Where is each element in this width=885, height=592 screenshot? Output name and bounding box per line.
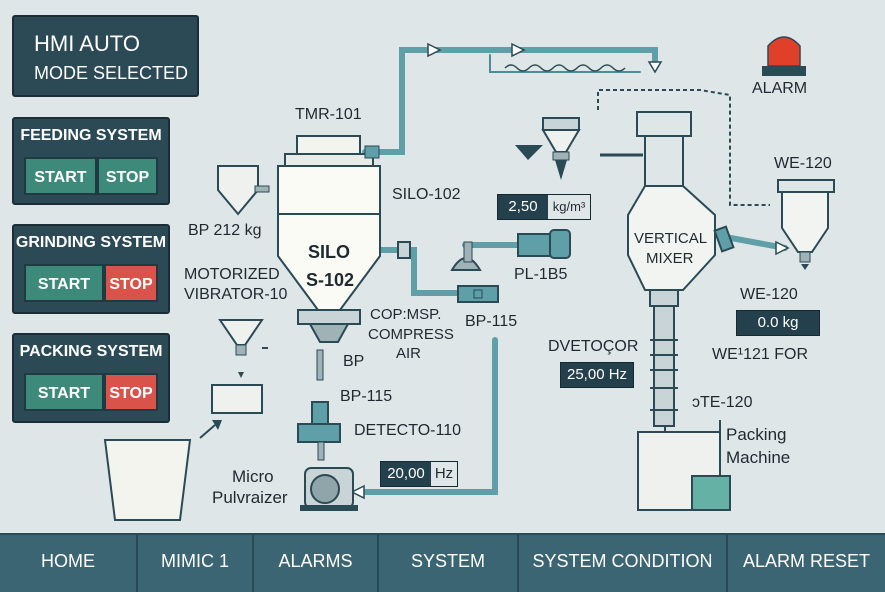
pipe-top [362, 47, 658, 155]
grinding-system-title: GRINDING SYSTEM [15, 234, 167, 251]
bp212-label: BP 212 kg [188, 222, 262, 239]
packing-start-button[interactable]: START [24, 373, 104, 411]
density-readout: 2,50 kg/m³ [497, 194, 591, 220]
nav-system[interactable]: SYSTEM [379, 535, 519, 592]
nav-alarm-reset[interactable]: ALARM RESET [742, 551, 871, 571]
silo102-label: SILO-102 [392, 186, 461, 203]
te120-label: ͻTE-120 [692, 394, 753, 411]
micro-pulverizer-line2: Pulvraizer [212, 488, 288, 507]
vertical-mixer-line1: VERTICAL [634, 230, 708, 247]
nav-system-condition[interactable]: SYSTEM CONDITION [519, 535, 728, 592]
compress-air-line2: COMPRESS [368, 326, 454, 343]
density-value: 2,50 [508, 198, 538, 215]
beacon-icon[interactable] [760, 28, 808, 78]
grinding-stop-button[interactable]: STOP [104, 264, 158, 302]
detecto-label: DETECTO-110 [354, 422, 461, 439]
bp115-right-label: BP-115 [465, 313, 518, 330]
feeding-start-button[interactable]: START [24, 157, 97, 195]
dvetocor-label: DVETOÇOR [548, 338, 639, 355]
pipe-wave [489, 54, 641, 73]
packing-system-title: PACKING SYSTEM [19, 343, 163, 360]
dvetocor-readout: 25,00 Hz [560, 362, 635, 388]
packing-stop-button[interactable]: STOP [104, 373, 158, 411]
bp-label: BP [343, 353, 365, 370]
mode-banner-line1: HMI AUTO [34, 31, 140, 56]
silo-title-line2: S-102 [306, 270, 355, 290]
density-unit: kg/m³ [548, 195, 590, 219]
nav-mimic-1[interactable]: MIMIC 1 [138, 535, 254, 592]
mode-banner: HMI AUTO MODE SELECTED [12, 15, 199, 97]
pulverizer-value: 20,00 [387, 465, 425, 482]
pulverizer-readout: 20,00 Hz [380, 461, 458, 487]
pl1b5-label: PL-1B5 [514, 266, 568, 283]
pipe-silo-out [378, 247, 463, 296]
micro-pulverizer-line1: Micro [232, 467, 274, 486]
compress-air-line1: COP:MSP. [370, 306, 442, 323]
silo-title-line1: SILO [308, 242, 351, 262]
grinding-system-panel: GRINDING SYSTEM START STOP [12, 224, 170, 314]
mode-banner-line2: MODE SELECTED [34, 63, 189, 83]
pulverizer-unit: Hz [431, 462, 457, 486]
vertical-mixer-line2: MIXER [646, 250, 694, 267]
packing-machine-line1: Packing [726, 425, 787, 444]
we121-label: WE¹121 FOR [712, 346, 809, 363]
signal-line [597, 89, 770, 206]
tmr-label: TMR-101 [295, 106, 362, 123]
compress-air-line3: AIR [396, 345, 422, 362]
grinding-start-button[interactable]: START [24, 264, 104, 302]
we120-mid-label: WE-120 [740, 286, 798, 303]
alarm-label: ALARM [752, 80, 808, 97]
feeding-system-panel: FEEDING SYSTEM START STOP [12, 117, 170, 205]
motorized-label-line1: MOTORIZED [184, 266, 280, 283]
we120-readout: 0.0 kg [736, 310, 820, 336]
motorized-label-line2: VIBRATOR-10 [184, 286, 288, 303]
feeding-stop-button[interactable]: STOP [97, 157, 158, 195]
packing-system-panel: PACKING SYSTEM START STOP [12, 333, 170, 423]
feeding-system-title: FEEDING SYSTEM [20, 127, 162, 144]
we120-top-label: WE-120 [774, 155, 832, 172]
bp115-lower-label: BP-115 [340, 388, 393, 405]
nav-home[interactable]: HOME [0, 535, 138, 592]
nav-alarms[interactable]: ALARMS [254, 535, 379, 592]
pipe-pulverizer [357, 337, 498, 495]
packing-machine-line2: Machine [726, 448, 791, 467]
bottom-nav-bar: HOME MIMIC 1 ALARMS SYSTEM SYSTEM CONDIT… [0, 533, 885, 592]
